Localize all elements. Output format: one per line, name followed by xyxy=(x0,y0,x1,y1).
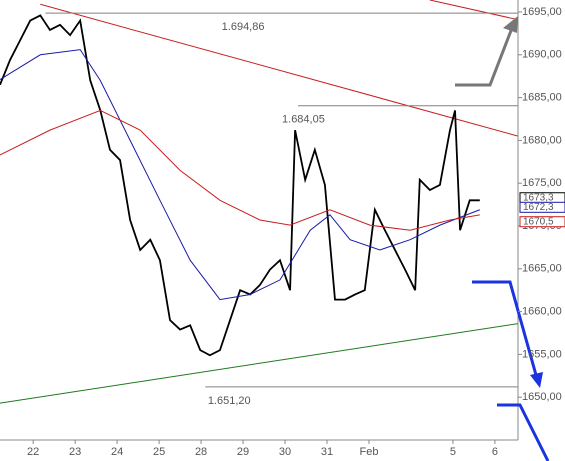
trend-line xyxy=(429,0,519,21)
last-value-box xyxy=(519,201,565,213)
y-tick-label: 1650,00 xyxy=(522,391,562,403)
arrow-head xyxy=(530,372,543,388)
last-value-label: 1670,5 xyxy=(523,216,554,227)
x-tick-label: 23 xyxy=(69,446,81,458)
y-tick-label: 1680,00 xyxy=(522,134,562,146)
series-line xyxy=(0,49,480,301)
y-tick-label: 1660,00 xyxy=(522,306,562,318)
y-tick-label: 1655,00 xyxy=(522,348,562,360)
plot: 1.694,86 1.684,05 1.651,20 xyxy=(0,0,519,407)
x-tick-label: 25 xyxy=(153,446,165,458)
x-tick-label: 5 xyxy=(450,446,456,458)
series-line xyxy=(0,109,480,231)
y-tick-label: 1685,00 xyxy=(522,91,562,103)
x-tick-label: 6 xyxy=(492,446,498,458)
y-tick-label: 1695,00 xyxy=(522,6,562,18)
last-value-label: 1673,3 xyxy=(523,192,554,203)
x-tick-label: 28 xyxy=(195,446,207,458)
x-tick-label: 24 xyxy=(111,446,123,458)
last-value-label: 1672,3 xyxy=(523,202,554,213)
x-tick-label: Feb xyxy=(359,446,378,458)
y-tick-label: 1675,00 xyxy=(522,177,562,189)
last-value-box xyxy=(519,216,565,228)
level-label: 1.694,86 xyxy=(222,21,265,33)
x-tick-label: 31 xyxy=(321,446,333,458)
x-tick-label: 22 xyxy=(27,446,39,458)
arrow-head xyxy=(503,16,518,33)
y-tick-label: 1690,00 xyxy=(522,49,562,61)
arrow xyxy=(472,280,538,376)
trend-line xyxy=(0,323,519,404)
x-tick-label: 30 xyxy=(279,446,291,458)
level-label: 1.684,05 xyxy=(282,114,325,126)
x-tick-label: 29 xyxy=(237,446,249,458)
level-label: 1.651,20 xyxy=(208,395,251,407)
arrow xyxy=(455,27,514,87)
y-tick-label: 1665,00 xyxy=(522,263,562,275)
arrow xyxy=(497,403,550,461)
trend-line xyxy=(40,3,519,137)
